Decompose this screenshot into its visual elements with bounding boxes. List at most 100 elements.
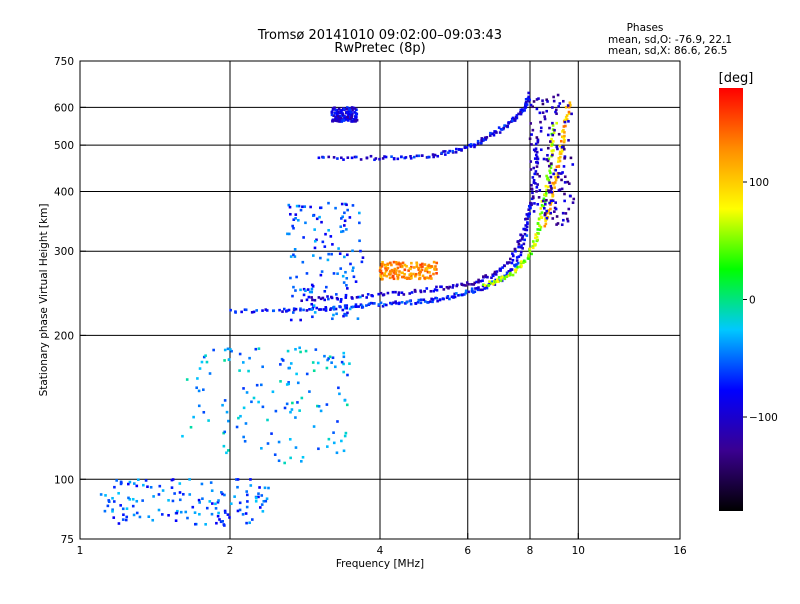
- data-point: [132, 513, 136, 517]
- data-point: [552, 172, 555, 176]
- data-point: [204, 354, 207, 357]
- data-point: [361, 305, 365, 309]
- data-point: [214, 502, 217, 506]
- y-axis-label: Stationary phase Virtual Height [km]: [38, 204, 50, 397]
- data-point: [337, 386, 340, 390]
- data-point: [235, 425, 239, 429]
- data-point: [551, 199, 555, 203]
- data-point: [301, 455, 305, 459]
- data-point: [522, 261, 525, 264]
- data-point: [344, 117, 347, 121]
- data-point: [331, 356, 335, 360]
- data-point: [451, 284, 455, 287]
- data-point: [396, 157, 400, 161]
- data-point: [294, 213, 298, 216]
- data-point: [543, 206, 546, 210]
- data-point: [409, 302, 413, 306]
- data-point: [389, 271, 392, 275]
- data-point: [472, 291, 475, 294]
- data-point: [299, 208, 303, 212]
- data-point: [377, 303, 381, 306]
- data-point: [415, 265, 419, 268]
- data-point: [480, 139, 484, 143]
- data-point: [568, 105, 571, 109]
- data-point: [301, 205, 304, 209]
- colorbar-label: [deg]: [719, 71, 754, 86]
- data-point: [457, 147, 461, 151]
- data-point: [445, 296, 449, 300]
- data-point: [341, 274, 345, 278]
- data-point: [560, 145, 564, 149]
- data-point: [495, 278, 499, 281]
- data-point: [554, 178, 558, 182]
- data-point: [546, 176, 550, 180]
- data-point: [111, 496, 114, 500]
- data-point: [514, 249, 517, 253]
- data-point: [427, 155, 431, 159]
- data-point: [567, 207, 571, 211]
- data-point: [532, 100, 536, 103]
- data-point: [551, 121, 554, 125]
- data-point: [448, 297, 451, 301]
- data-point: [310, 287, 314, 291]
- data-point: [291, 401, 294, 405]
- data-point: [536, 238, 539, 242]
- data-point: [382, 293, 386, 296]
- colorbar-tick-label: 0: [749, 295, 756, 307]
- data-point: [534, 182, 537, 185]
- data-point: [409, 156, 413, 160]
- data-point: [379, 301, 383, 305]
- data-point: [343, 306, 347, 310]
- data-point: [528, 212, 531, 216]
- data-point: [561, 171, 564, 174]
- data-point: [386, 267, 390, 270]
- data-point: [151, 518, 155, 522]
- data-point: [327, 357, 330, 360]
- data-point: [526, 222, 529, 226]
- data-point: [562, 165, 566, 168]
- data-point: [283, 461, 286, 465]
- data-point: [329, 308, 332, 311]
- data-point: [551, 143, 554, 146]
- data-point: [294, 289, 297, 292]
- data-point: [332, 118, 335, 122]
- data-point: [536, 228, 540, 231]
- data-point: [131, 497, 135, 501]
- data-point: [547, 189, 550, 192]
- data-point: [486, 275, 489, 279]
- data-point: [520, 244, 523, 247]
- data-point: [188, 478, 191, 481]
- data-point: [529, 160, 533, 163]
- chart-title: Tromsø 20141010 09:02:00–09:03:43: [257, 28, 502, 43]
- data-point: [331, 106, 335, 110]
- data-point: [339, 267, 343, 270]
- data-point: [528, 250, 532, 253]
- data-point: [557, 132, 561, 136]
- data-point: [194, 522, 197, 526]
- y-tick-label: 300: [54, 246, 74, 258]
- data-point: [348, 362, 351, 365]
- data-point: [483, 287, 486, 290]
- data-point: [554, 201, 557, 204]
- data-point: [210, 489, 214, 492]
- data-point: [299, 308, 302, 312]
- data-point: [551, 133, 555, 137]
- data-point: [381, 260, 384, 264]
- data-point: [341, 308, 345, 312]
- data-point: [535, 107, 539, 111]
- data-point: [529, 122, 533, 125]
- data-point: [351, 204, 355, 207]
- data-point: [353, 155, 357, 159]
- data-point: [298, 346, 301, 350]
- data-point: [535, 98, 539, 101]
- data-point: [435, 288, 439, 292]
- data-point: [543, 213, 547, 217]
- data-point: [408, 267, 412, 270]
- data-point: [532, 166, 536, 170]
- data-point: [289, 318, 293, 322]
- data-point: [125, 507, 129, 510]
- data-point: [505, 271, 509, 275]
- data-point: [419, 265, 423, 269]
- data-point: [343, 255, 346, 259]
- data-point: [530, 187, 534, 191]
